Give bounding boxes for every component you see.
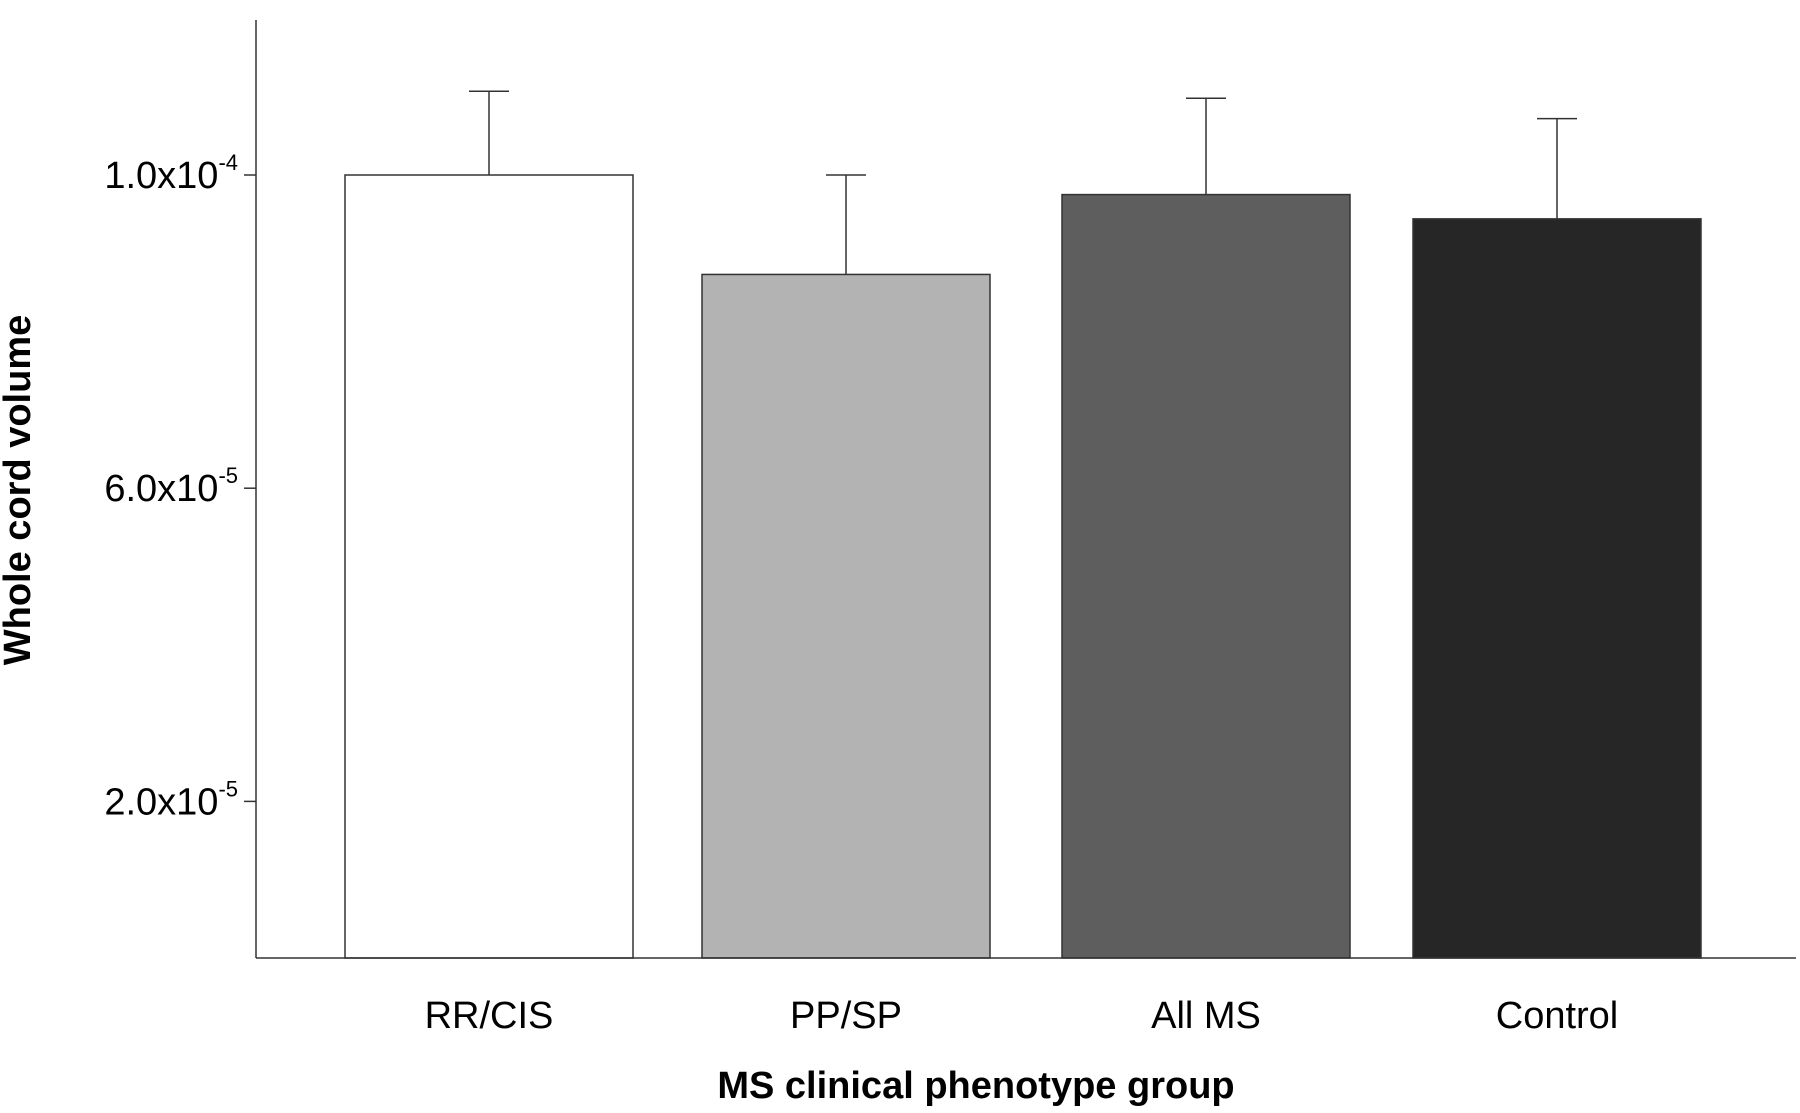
y-tick-label: 1.0x10-4 xyxy=(104,150,238,197)
bar-control xyxy=(1412,218,1702,959)
x-tick-label: PP/SP xyxy=(790,995,902,1037)
x-tick-label: Control xyxy=(1496,995,1619,1037)
y-tick-label: 6.0x10-5 xyxy=(104,463,238,510)
y-axis-title: Whole cord volume xyxy=(0,315,39,665)
y-tick-label: 2.0x10-5 xyxy=(104,776,238,823)
bar-all-ms xyxy=(1061,193,1351,959)
error-bars-layer xyxy=(469,90,1577,275)
bars-layer xyxy=(344,174,1702,959)
bar-pp-sp xyxy=(701,273,991,959)
bar-rr-cis xyxy=(344,174,634,959)
x-tick-labels-layer: RR/CIS PP/SP All MS Control xyxy=(425,995,1619,1037)
y-ticks-layer: 2.0x10-5 6.0x10-5 1.0x10-4 xyxy=(104,150,256,823)
x-tick-label: All MS xyxy=(1151,995,1261,1037)
x-axis-title: MS clinical phenotype group xyxy=(717,1065,1234,1107)
x-tick-label: RR/CIS xyxy=(425,995,554,1037)
